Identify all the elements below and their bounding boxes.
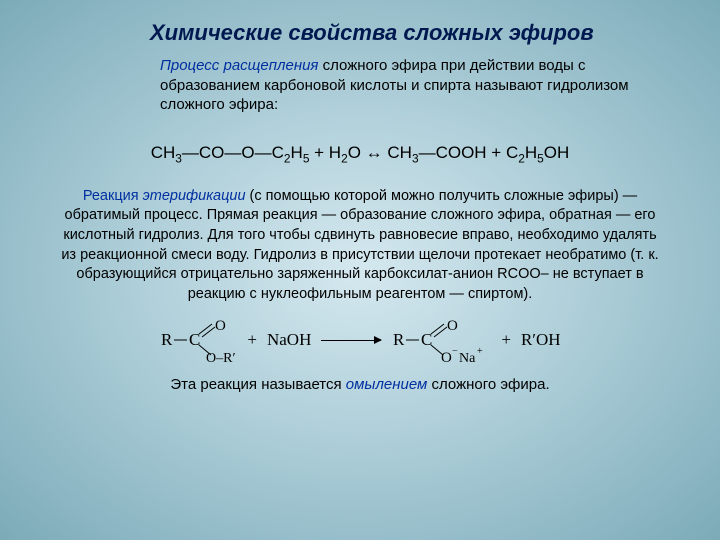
reaction-arrow-icon <box>321 340 381 341</box>
svg-text:R: R <box>161 330 173 349</box>
svg-text:−: − <box>452 346 458 357</box>
closing-emph: омылением <box>346 376 428 393</box>
closing-line: Эта реакция называется омылением сложног… <box>80 376 640 393</box>
svg-text:C: C <box>421 330 432 349</box>
svg-text:Na: Na <box>459 351 476 362</box>
closing-b: сложного эфира. <box>427 376 549 393</box>
intro-emph: Процесс расщепления <box>160 57 318 74</box>
svg-text:O: O <box>441 350 452 362</box>
naoh: NaOH <box>267 330 311 350</box>
intro-paragraph: Процесс расщепления сложного эфира при д… <box>160 56 640 115</box>
body-rest: (с помощью которой можно получить сложны… <box>61 188 658 302</box>
slide: Химические свойства сложных эфиров Проце… <box>0 0 720 540</box>
body-word1: Реакция <box>83 188 143 204</box>
svg-text:+: + <box>477 346 483 357</box>
hydrolysis-equation: CH3—CO—O—C2H5 + H2O ↔ CH3—COOH + C2H5OH <box>50 143 670 165</box>
svg-text:O: O <box>215 318 226 334</box>
body-paragraph: Реакция этерификации (с помощью которой … <box>60 187 660 304</box>
reaction-scheme: R C O O–R′ + NaOH R C O O − <box>50 318 670 362</box>
svg-text:R: R <box>393 330 405 349</box>
plus-1: + <box>247 330 257 350</box>
page-title: Химические свойства сложных эфиров <box>150 20 670 46</box>
svg-text:O: O <box>447 318 458 334</box>
svg-text:O–R′: O–R′ <box>206 351 236 362</box>
carboxylate-structure-right: R C O O − Na + <box>391 318 491 362</box>
svg-text:C: C <box>189 330 200 349</box>
body-emph: этерификации <box>143 188 246 204</box>
closing-a: Эта реакция называется <box>170 376 345 393</box>
ester-structure-left: R C O O–R′ <box>159 318 237 362</box>
r-prime-oh: R′OH <box>521 330 561 350</box>
plus-2: + <box>501 330 511 350</box>
